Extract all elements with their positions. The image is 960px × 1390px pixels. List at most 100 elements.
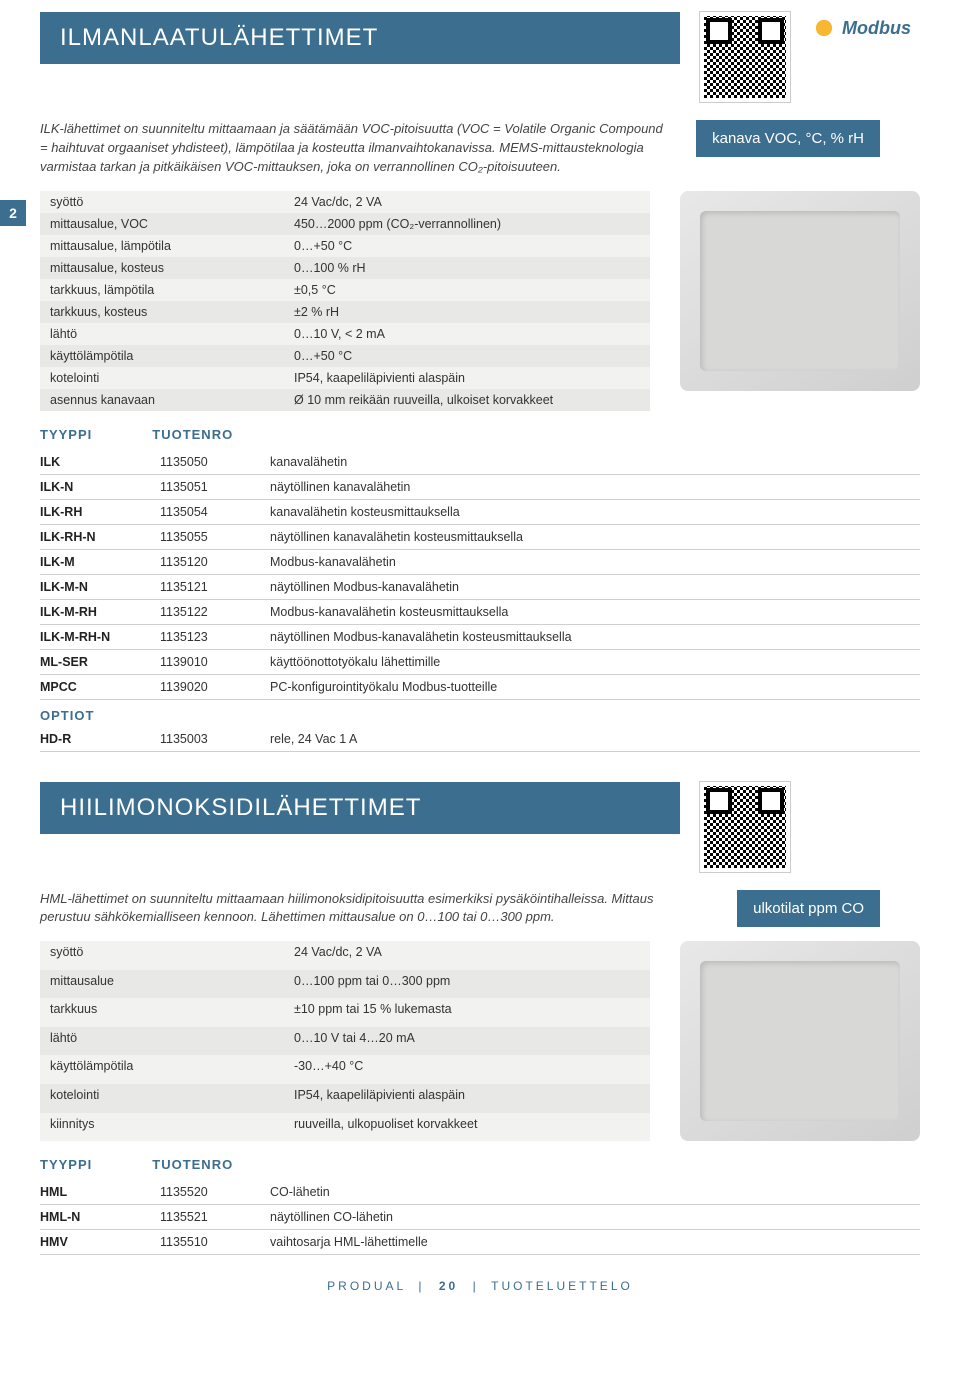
table-cell: 1135123 xyxy=(160,624,270,649)
section1-product-table: ILK1135050kanavalähetinILK-N1135051näytö… xyxy=(40,450,920,700)
table-row: mittausalue0…100 ppm tai 0…300 ppm xyxy=(40,970,650,999)
table-cell: mittausalue, VOC xyxy=(40,213,284,235)
table-row: mittausalue, kosteus0…100 % rH xyxy=(40,257,650,279)
table-cell: 0…10 V, < 2 mA xyxy=(284,323,650,345)
table-row: ILK-RH1135054kanavalähetin kosteusmittau… xyxy=(40,499,920,524)
table-cell: CO-lähetin xyxy=(270,1180,920,1205)
table-cell: käyttöönottotyökalu lähettimille xyxy=(270,649,920,674)
table-cell: lähtö xyxy=(40,323,284,345)
table-cell: käyttölämpötila xyxy=(40,345,284,367)
section1-column-heads: TYYPPI TUOTENRO xyxy=(40,427,920,442)
table-cell: 1135003 xyxy=(160,727,270,752)
table-cell: ILK-M-N xyxy=(40,574,160,599)
modbus-text: Modbus xyxy=(842,18,911,39)
table-row: ILK-RH-N1135055näytöllinen kanavalähetin… xyxy=(40,524,920,549)
section2-title: HIILIMONOKSIDILÄHETTIMET xyxy=(40,782,680,834)
table-cell: syöttö xyxy=(40,191,284,213)
qr-code-icon xyxy=(700,12,790,102)
table-cell: tarkkuus, lämpötila xyxy=(40,279,284,301)
table-cell: 1135120 xyxy=(160,549,270,574)
footer-brand: PRODUAL xyxy=(327,1279,406,1293)
table-row: HD-R1135003rele, 24 Vac 1 A xyxy=(40,727,920,752)
table-cell: ILK-N xyxy=(40,474,160,499)
table-row: HML1135520CO-lähetin xyxy=(40,1180,920,1205)
table-row: kotelointiIP54, kaapeliläpivienti alaspä… xyxy=(40,1084,650,1113)
table-cell: 450…2000 ppm (CO₂-verrannollinen) xyxy=(284,213,650,235)
table-cell: Ø 10 mm reikään ruuveilla, ulkoiset korv… xyxy=(284,389,650,411)
table-cell: näytöllinen Modbus-kanavalähetin kosteus… xyxy=(270,624,920,649)
table-cell: asennus kanavaan xyxy=(40,389,284,411)
table-cell: ruuveilla, ulkopuoliset korvakkeet xyxy=(284,1113,650,1142)
table-cell: 0…10 V tai 4…20 mA xyxy=(284,1027,650,1056)
table-cell: ILK xyxy=(40,450,160,475)
table-cell: 1135051 xyxy=(160,474,270,499)
table-cell: 1135122 xyxy=(160,599,270,624)
table-cell: 1135521 xyxy=(160,1205,270,1230)
table-cell: ILK-RH xyxy=(40,499,160,524)
table-row: asennus kanavaanØ 10 mm reikään ruuveill… xyxy=(40,389,650,411)
table-row: syöttö24 Vac/dc, 2 VA xyxy=(40,191,650,213)
section1-options-table: HD-R1135003rele, 24 Vac 1 A xyxy=(40,727,920,752)
table-cell: 1139010 xyxy=(160,649,270,674)
table-row: mittausalue, VOC450…2000 ppm (CO₂-verran… xyxy=(40,213,650,235)
table-cell: mittausalue, lämpötila xyxy=(40,235,284,257)
table-cell: 1135121 xyxy=(160,574,270,599)
table-cell: Modbus-kanavalähetin xyxy=(270,549,920,574)
table-row: mittausalue, lämpötila0…+50 °C xyxy=(40,235,650,257)
table-cell: lähtö xyxy=(40,1027,284,1056)
table-cell: MPCC xyxy=(40,674,160,699)
table-row: kiinnitysruuveilla, ulkopuoliset korvakk… xyxy=(40,1113,650,1142)
qr-code-icon xyxy=(700,782,790,872)
table-row: lähtö0…10 V tai 4…20 mA xyxy=(40,1027,650,1056)
table-cell: 0…+50 °C xyxy=(284,235,650,257)
table-cell: näytöllinen kanavalähetin kosteusmittauk… xyxy=(270,524,920,549)
table-cell: kanavalähetin xyxy=(270,450,920,475)
table-cell: vaihtosarja HML-lähettimelle xyxy=(270,1230,920,1255)
table-cell: kotelointi xyxy=(40,367,284,389)
table-row: ML-SER1139010käyttöönottotyökalu lähetti… xyxy=(40,649,920,674)
table-cell: HML xyxy=(40,1180,160,1205)
table-cell: syöttö xyxy=(40,941,284,970)
table-row: ILK-N1135051näytöllinen kanavalähetin xyxy=(40,474,920,499)
table-row: HMV1135510vaihtosarja HML-lähettimelle xyxy=(40,1230,920,1255)
col-prodno: TUOTENRO xyxy=(152,1157,233,1172)
table-row: tarkkuus, lämpötila±0,5 °C xyxy=(40,279,650,301)
section1-title: ILMANLAATULÄHETTIMET xyxy=(40,12,680,64)
footer-doc: TUOTELUETTELO xyxy=(491,1279,633,1293)
table-row: ILK-M-RH-N1135123näytöllinen Modbus-kana… xyxy=(40,624,920,649)
table-row: ILK-M1135120Modbus-kanavalähetin xyxy=(40,549,920,574)
table-cell: kotelointi xyxy=(40,1084,284,1113)
table-cell: Modbus-kanavalähetin kosteusmittauksella xyxy=(270,599,920,624)
col-type: TYYPPI xyxy=(40,1157,92,1172)
product-image xyxy=(680,941,920,1141)
table-row: tarkkuus, kosteus±2 % rH xyxy=(40,301,650,323)
table-row: ILK-M-N1135121näytöllinen Modbus-kanaval… xyxy=(40,574,920,599)
table-cell: käyttölämpötila xyxy=(40,1055,284,1084)
table-cell: 24 Vac/dc, 2 VA xyxy=(284,941,650,970)
table-cell: näytöllinen Modbus-kanavalähetin xyxy=(270,574,920,599)
section2-product-table: HML1135520CO-lähetinHML-N1135521näytölli… xyxy=(40,1180,920,1255)
table-cell: kiinnitys xyxy=(40,1113,284,1142)
table-cell: ±0,5 °C xyxy=(284,279,650,301)
options-label: OPTIOT xyxy=(40,708,920,723)
table-row: lähtö0…10 V, < 2 mA xyxy=(40,323,650,345)
section2-intro: HML-lähettimet on suunniteltu mittaamaan… xyxy=(40,890,707,928)
table-cell: 1135054 xyxy=(160,499,270,524)
table-cell: näytöllinen kanavalähetin xyxy=(270,474,920,499)
table-cell: 1139020 xyxy=(160,674,270,699)
table-cell: HML-N xyxy=(40,1205,160,1230)
table-cell: 1135050 xyxy=(160,450,270,475)
table-cell: tarkkuus, kosteus xyxy=(40,301,284,323)
table-row: syöttö24 Vac/dc, 2 VA xyxy=(40,941,650,970)
table-cell: 0…+50 °C xyxy=(284,345,650,367)
table-cell: ±10 ppm tai 15 % lukemasta xyxy=(284,998,650,1027)
section1-tag: kanava VOC, °C, % rH xyxy=(696,120,880,157)
table-cell: 24 Vac/dc, 2 VA xyxy=(284,191,650,213)
page-tab: 2 xyxy=(0,200,26,226)
table-cell: mittausalue xyxy=(40,970,284,999)
col-type: TYYPPI xyxy=(40,427,92,442)
footer-page: 20 xyxy=(439,1279,458,1293)
table-cell: 0…100 % rH xyxy=(284,257,650,279)
table-row: kotelointiIP54, kaapeliläpivienti alaspä… xyxy=(40,367,650,389)
table-row: HML-N1135521näytöllinen CO-lähetin xyxy=(40,1205,920,1230)
